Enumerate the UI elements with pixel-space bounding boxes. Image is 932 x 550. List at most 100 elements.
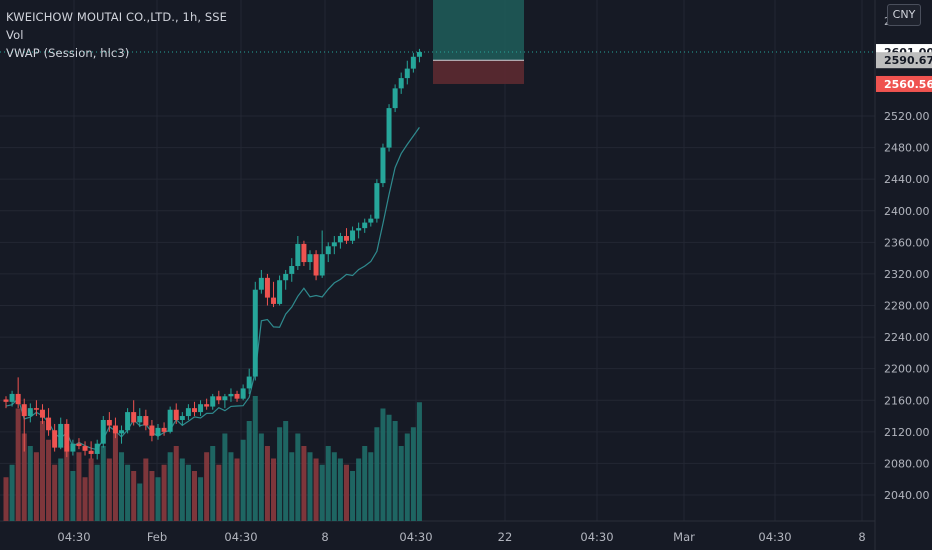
volume-bar [398, 446, 404, 521]
candle-body [356, 228, 362, 231]
volume-bar [404, 433, 410, 521]
candle-body [70, 443, 76, 452]
volume-bar [100, 446, 106, 521]
price-tag-bg [876, 52, 932, 69]
time-tick-label: Feb [147, 530, 167, 544]
candle-body [240, 388, 246, 399]
volume-bar [131, 471, 137, 521]
candle-body [252, 289, 258, 377]
currency-button[interactable]: CNY [887, 4, 921, 26]
volume-bar [39, 421, 45, 521]
candle-body [46, 417, 52, 431]
candle-body [131, 412, 137, 423]
price-tag-stop: 2560.56 [876, 75, 932, 92]
symbol-legend[interactable]: KWEICHOW MOUTAI CO.,LTD., 1h, SSE [6, 10, 228, 24]
candle-body [301, 243, 307, 263]
candle-body [185, 408, 191, 417]
volume-bar [155, 477, 161, 521]
candle-body [58, 423, 64, 448]
volume-bar [191, 471, 197, 521]
volume-bar [343, 464, 349, 521]
volume-bar [46, 439, 52, 521]
candle-body [52, 430, 58, 448]
candle-body [313, 254, 319, 276]
candle-body [325, 246, 331, 255]
volume-bar [380, 408, 386, 521]
volume-legend[interactable]: Vol [6, 28, 24, 42]
candle-body [125, 412, 131, 431]
volume-bar [76, 452, 82, 521]
candle-body [100, 419, 106, 444]
price-tick-label: 2440.00 [884, 173, 930, 186]
candle-body [3, 399, 9, 402]
volume-bar [185, 464, 191, 521]
price-tag-label: 2590.67 [884, 54, 932, 67]
candle-body [350, 230, 356, 241]
volume-bar [9, 464, 15, 521]
candle-body [191, 408, 197, 413]
candle-body [33, 408, 39, 410]
volume-bar [167, 452, 173, 521]
time-tick-label: 04:30 [224, 530, 257, 544]
volume-bar [246, 421, 252, 521]
volume-bar [27, 446, 33, 521]
volume-bar [70, 471, 76, 521]
volume-bar [3, 477, 9, 521]
volume-bar [264, 446, 270, 521]
price-tick-label: 2200.00 [884, 363, 930, 376]
candle-body [21, 404, 27, 417]
time-tick-label: 22 [498, 530, 513, 544]
volume-bar [277, 427, 283, 521]
vwap-legend[interactable]: VWAP (Session, hlc3) [6, 46, 130, 60]
candle-body [416, 52, 422, 57]
volume-bar [88, 458, 94, 521]
volume-bar [216, 464, 222, 521]
price-tick-label: 2520.00 [884, 110, 930, 123]
volume-bar [410, 427, 416, 521]
volume-bar [416, 402, 422, 521]
candle-body [283, 273, 289, 281]
price-tick-label: 2320.00 [884, 268, 930, 281]
price-tag-label: 2560.56 [884, 78, 932, 91]
candle-body [295, 243, 301, 267]
volume-bar [258, 433, 264, 521]
time-tick-label: Mar [673, 530, 695, 544]
candle-body [234, 393, 240, 399]
candle-body [143, 416, 149, 426]
candle-body [173, 409, 179, 420]
candle-body [106, 419, 112, 426]
volume-bar [112, 433, 118, 521]
candle-body [404, 68, 410, 79]
candle-body [198, 404, 204, 413]
volume-bar [350, 471, 356, 521]
volume-bar [368, 452, 374, 521]
candle-body [228, 393, 234, 397]
candle-body [64, 423, 70, 452]
price-tick-label: 2280.00 [884, 300, 930, 313]
price-tick-label: 2120.00 [884, 426, 930, 439]
loss-zone [433, 60, 524, 84]
price-tick-label: 2080.00 [884, 457, 930, 470]
candle-body [289, 266, 295, 274]
volume-bar [252, 396, 258, 521]
volume-bar [228, 452, 234, 521]
price-tick-label: 2400.00 [884, 205, 930, 218]
candle-body [380, 147, 386, 184]
candle-body [398, 78, 404, 89]
candle-body [386, 108, 392, 148]
candle-body [362, 222, 368, 229]
volume-bar [106, 458, 112, 521]
candle-body [112, 425, 118, 434]
volume-bar [356, 458, 362, 521]
price-tag-bg [876, 75, 932, 92]
volume-bar [295, 433, 301, 521]
candle-body [337, 236, 343, 243]
price-tick-label: 2360.00 [884, 236, 930, 249]
volume-bar [374, 427, 380, 521]
volume-bar [143, 458, 149, 521]
volume-bar [301, 446, 307, 521]
volume-bar [331, 452, 337, 521]
price-tick-label: 2040.00 [884, 489, 930, 502]
